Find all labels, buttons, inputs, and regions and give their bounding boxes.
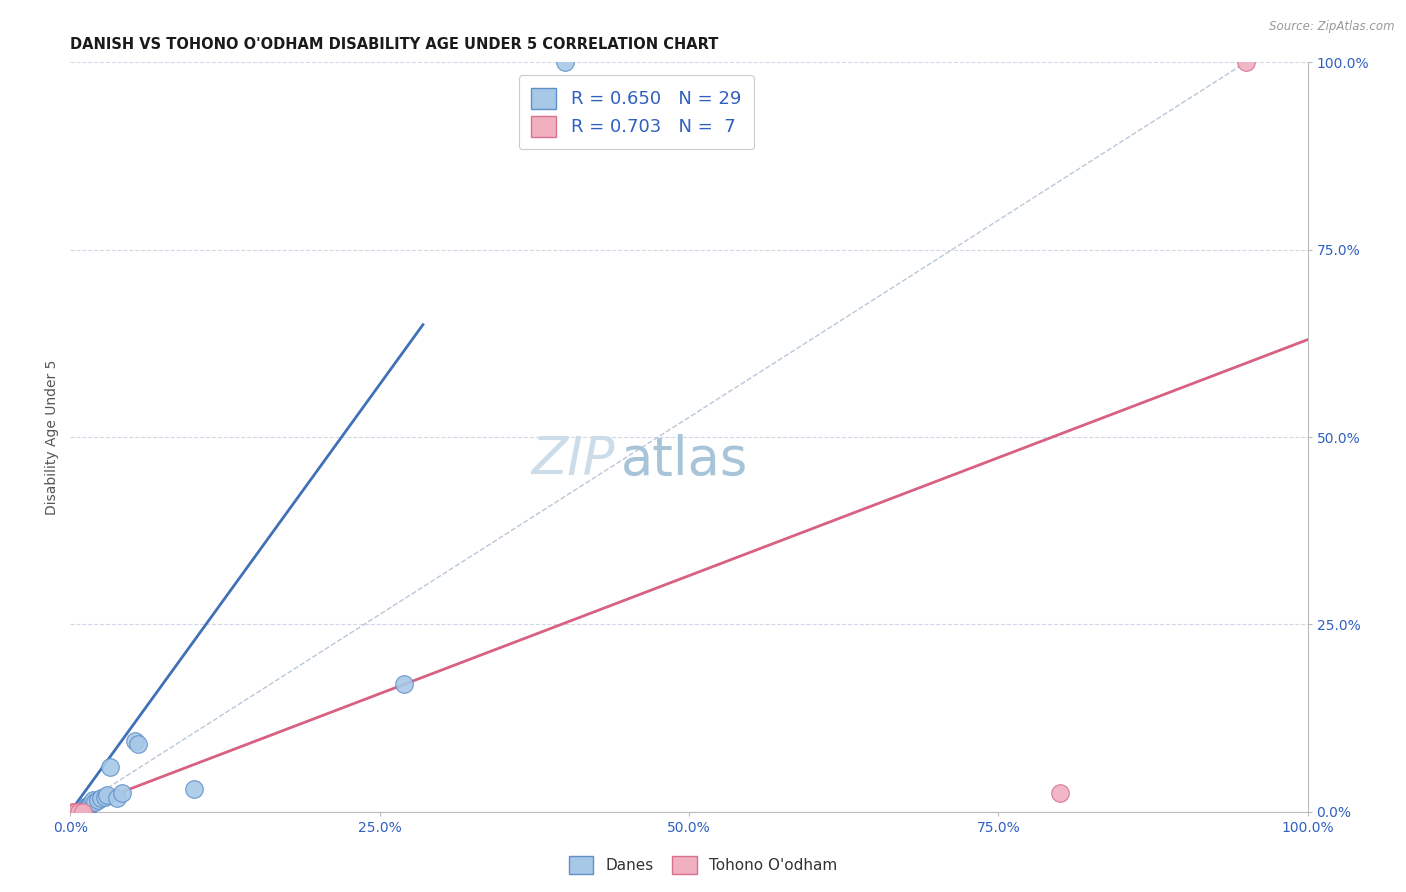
Point (73, 802, 96, 816)
Point (90, 791, 112, 805)
Point (111, 786, 134, 800)
Point (72, 805, 94, 819)
Point (67, 805, 90, 819)
Point (77, 798, 100, 813)
Text: Source: ZipAtlas.com: Source: ZipAtlas.com (1270, 20, 1395, 33)
Point (65, 805, 87, 819)
Point (65, 805, 87, 819)
Text: DANISH VS TOHONO O'ODHAM DISABILITY AGE UNDER 5 CORRELATION CHART: DANISH VS TOHONO O'ODHAM DISABILITY AGE … (70, 37, 718, 52)
Point (98, 760, 121, 774)
Point (183, 782, 205, 797)
Point (72, 802, 94, 816)
Point (1049, 786, 1071, 800)
Point (66, 805, 89, 819)
Point (96, 789, 118, 803)
Point (69, 805, 91, 819)
Point (65, 805, 87, 819)
Point (63, 805, 86, 819)
Point (86, 793, 108, 807)
Y-axis label: Disability Age Under 5: Disability Age Under 5 (45, 359, 59, 515)
Text: ZIP: ZIP (531, 434, 614, 485)
Point (124, 733, 146, 747)
Point (84, 795, 107, 809)
Point (75, 800, 97, 814)
Point (79, 797, 101, 812)
Point (62, 805, 84, 819)
Point (554, 55, 576, 70)
Point (82, 793, 104, 807)
Point (75, 801, 97, 815)
Point (70, 805, 93, 819)
Point (394, 677, 416, 691)
Point (63, 805, 86, 819)
Point (80, 796, 103, 810)
Point (105, 791, 128, 805)
Point (1234, 55, 1257, 70)
Legend: Danes, Tohono O'odham: Danes, Tohono O'odham (562, 850, 844, 880)
Legend: R = 0.650   N = 29, R = 0.703   N =  7: R = 0.650 N = 29, R = 0.703 N = 7 (519, 75, 754, 150)
Text: atlas: atlas (621, 434, 748, 485)
Point (127, 737, 149, 751)
Point (76, 799, 98, 814)
Point (67, 805, 90, 819)
Point (94, 789, 117, 804)
